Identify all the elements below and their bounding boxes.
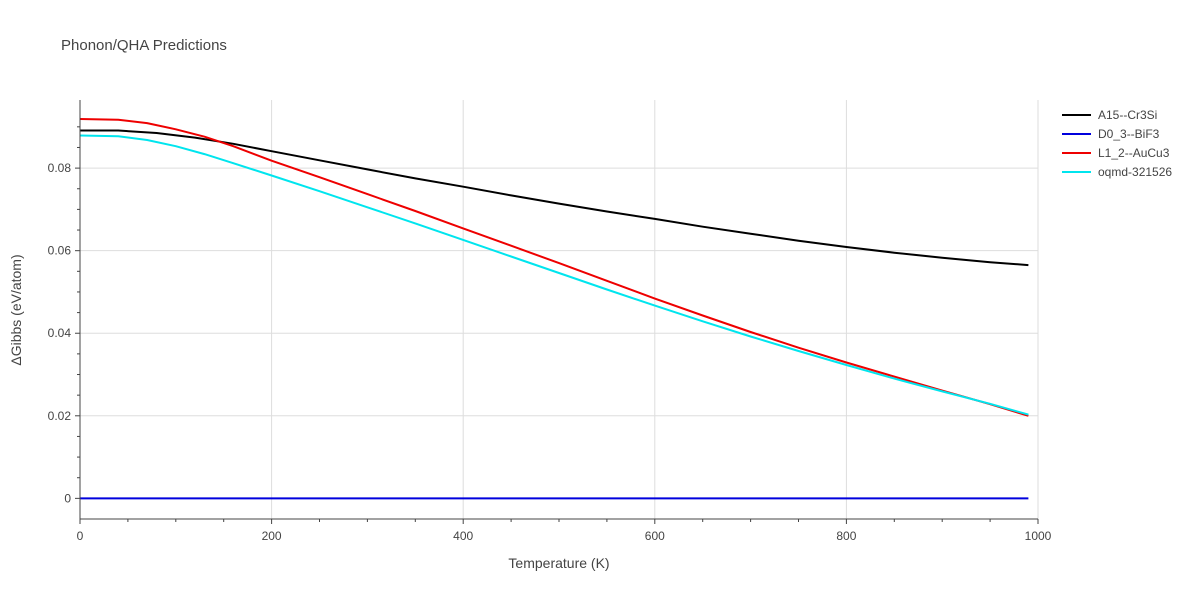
y-tick-label: 0.02 (48, 409, 72, 423)
x-tick-label: 800 (836, 529, 856, 543)
series-line-3 (79, 118, 1029, 417)
legend-item[interactable]: D0_3--BiF3 (1062, 127, 1160, 141)
legend-item[interactable]: A15--Cr3Si (1062, 108, 1157, 122)
y-tick-label: 0.06 (48, 244, 72, 258)
y-tick-label: 0 (64, 491, 71, 505)
legend-item[interactable]: L1_2--AuCu3 (1062, 146, 1170, 160)
x-tick-label: 400 (453, 529, 473, 543)
x-axis-title: Temperature (K) (508, 555, 609, 571)
x-tick-label: 1000 (1025, 529, 1052, 543)
legend-label: oqmd-321526 (1098, 165, 1172, 179)
plot-area (79, 118, 1029, 500)
legend-item[interactable]: oqmd-321526 (1062, 165, 1172, 179)
x-tick-label: 600 (645, 529, 665, 543)
series-line-4 (79, 134, 1029, 416)
y-axis-title: ΔGibbs (eV/atom) (8, 254, 24, 365)
x-tick-label: 200 (262, 529, 282, 543)
legend-label: A15--Cr3Si (1098, 108, 1157, 122)
y-tick-label: 0.08 (48, 161, 72, 175)
legend: A15--Cr3Si D0_3--BiF3 L1_2--AuCu3 oqmd-3215… (1062, 108, 1172, 179)
legend-label: L1_2--AuCu3 (1098, 146, 1170, 160)
x-tick-label: 0 (77, 529, 84, 543)
axes: 0 200 400 600 800 1000 0 0.02 0.04 0.06 0.08 (48, 100, 1052, 543)
grid (80, 100, 1039, 519)
y-tick-label: 0.04 (48, 326, 72, 340)
legend-label: D0_3--BiF3 (1098, 127, 1160, 141)
chart-title: Phonon/QHA Predictions (61, 37, 227, 54)
series-line-1 (80, 129, 1029, 267)
